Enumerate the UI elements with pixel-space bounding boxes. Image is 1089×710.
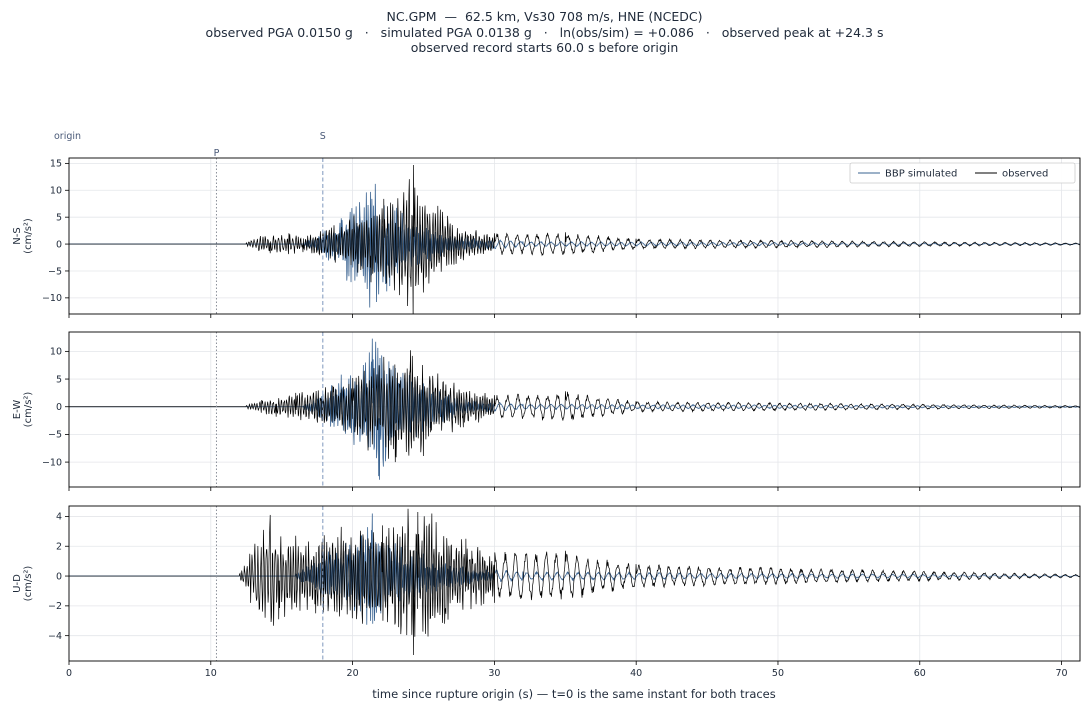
x-tick-label: 50 (772, 668, 784, 679)
chart-title-line-3: observed record starts 60.0 s before ori… (410, 40, 679, 55)
chart-title-block: NC.GPM — 62.5 km, Vs30 708 m/s, HNE (NCE… (0, 9, 1089, 56)
panel-frame (68, 157, 1081, 315)
panel-frame (68, 331, 1081, 488)
observed-trace-e-w (69, 350, 1080, 463)
y-tick-label: 5 (56, 374, 62, 385)
legend: BBP simulated observed (849, 162, 1076, 184)
x-tick-label: 70 (1056, 668, 1068, 679)
y-axis-label: E-W(cm/s²) (12, 392, 34, 428)
y-tick-label: 10 (50, 186, 62, 197)
legend-label-simulated: BBP simulated (885, 169, 957, 180)
y-tick-label: 0 (56, 239, 62, 250)
y-tick-label: 5 (56, 212, 62, 223)
marker-label-s: S (320, 131, 326, 142)
panel-frame (68, 505, 1081, 662)
y-tick-label: 4 (56, 512, 62, 523)
chart-title-line-2: observed PGA 0.0150 g · simulated PGA 0.… (205, 24, 884, 40)
observed-trace-u-d (69, 508, 1080, 656)
x-axis-label: time since rupture origin (s) — t=0 is t… (372, 687, 776, 701)
y-tick-label: −2 (48, 601, 62, 612)
panels-layer: −10−5051015N-S(cm/s²)−10−50510E-W(cm/s²)… (12, 157, 1081, 679)
x-tick-label: 30 (488, 668, 500, 679)
panel-e-w: −10 −5 0 5 10 E-W(cm/s²) (12, 331, 1081, 491)
chart-title-line-1: NC.GPM — 62.5 km, Vs30 708 m/s, HNE (NCE… (386, 9, 703, 24)
y-tick-label: −4 (48, 631, 62, 642)
y-axis-label: N-S(cm/s²) (12, 218, 34, 254)
x-tick-label: 20 (347, 668, 359, 679)
x-tick-label: 60 (914, 668, 926, 679)
observed-trace-n-s (69, 164, 1080, 314)
x-tick-label: 10 (205, 668, 217, 679)
marker-label-origin: origin (54, 131, 81, 142)
y-axis-label-unit: (cm/s²) (23, 392, 34, 428)
marker-label-p: P (214, 148, 220, 159)
legend-label-observed: observed (1002, 169, 1048, 180)
y-axis-label: U-D(cm/s²) (12, 566, 34, 602)
y-tick-label: −5 (48, 430, 62, 441)
y-tick-label: 10 (50, 347, 62, 358)
y-tick-label: 0 (56, 402, 62, 413)
x-tick-label: 0 (66, 668, 72, 679)
panel-n-s: −10 −5 0 5 10 15 N-S(cm/s²) (12, 157, 1081, 318)
phase-markers-layer: origin P S (54, 131, 326, 159)
y-tick-label: 2 (56, 542, 62, 553)
y-axis-label-component: E-W (12, 400, 23, 420)
y-tick-label: 0 (56, 571, 62, 582)
x-tick-label: 40 (630, 668, 642, 679)
y-tick-label: 15 (50, 159, 62, 170)
simulated-trace-n-s (69, 183, 1080, 308)
y-tick-label: −10 (42, 293, 62, 304)
y-axis-label-component: N-S (12, 227, 23, 244)
y-axis-label-component: U-D (12, 574, 23, 593)
y-axis-label-unit: (cm/s²) (23, 218, 34, 254)
y-axis-label-unit: (cm/s²) (23, 566, 34, 602)
y-tick-label: −5 (48, 266, 62, 277)
y-tick-label: −10 (42, 457, 62, 468)
legend-box (849, 162, 1076, 184)
simulated-trace-u-d (69, 513, 1080, 625)
